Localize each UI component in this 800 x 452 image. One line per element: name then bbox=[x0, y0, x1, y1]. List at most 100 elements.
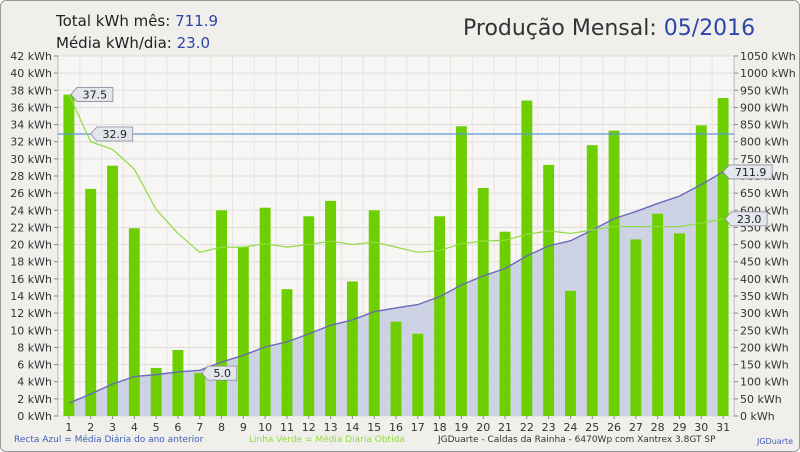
daily-bar bbox=[216, 210, 227, 416]
x-tick-label: 7 bbox=[196, 421, 203, 434]
daily-bar bbox=[717, 98, 729, 416]
right-tick-label: 800 kWh bbox=[740, 136, 789, 149]
x-tick-label: 3 bbox=[109, 421, 116, 434]
total-kwh-readout: Total kWh mês: 711.9 bbox=[56, 12, 218, 30]
left-tick-label: 10 kWh bbox=[10, 324, 52, 337]
daily-bar bbox=[346, 281, 358, 416]
x-tick-label: 16 bbox=[389, 421, 403, 434]
x-tick-label: 24 bbox=[563, 421, 577, 434]
daily-bar bbox=[565, 290, 576, 416]
x-tick-label: 10 bbox=[258, 421, 272, 434]
daily-bar bbox=[150, 368, 162, 416]
left-tick-label: 36 kWh bbox=[10, 101, 52, 114]
left-tick-label: 4 kWh bbox=[17, 376, 52, 389]
cumulative-area bbox=[68, 171, 724, 416]
left-tick-label: 8 kWh bbox=[17, 341, 52, 354]
svg-text:711.9: 711.9 bbox=[735, 166, 767, 179]
avg-kwh-value: 23.0 bbox=[176, 34, 211, 52]
right-tick-label: 900 kWh bbox=[740, 101, 789, 114]
x-tick-label: 4 bbox=[131, 421, 138, 434]
daily-bar bbox=[368, 210, 380, 416]
chart-title-period: 05/2016 bbox=[663, 16, 756, 41]
x-tick-label: 25 bbox=[585, 421, 599, 434]
x-tick-label: 14 bbox=[345, 421, 359, 434]
x-tick-label: 15 bbox=[367, 421, 381, 434]
svg-text:37.5: 37.5 bbox=[83, 89, 108, 102]
right-tick-label: 1000 kWh bbox=[740, 67, 796, 80]
average-end-label: 23.0 bbox=[724, 211, 768, 227]
daily-bar bbox=[172, 350, 184, 416]
right-tick-label: 500 kWh bbox=[740, 239, 789, 252]
daily-bar bbox=[107, 165, 118, 416]
x-tick-label: 27 bbox=[629, 421, 643, 434]
x-tick-label: 2 bbox=[87, 421, 94, 434]
right-tick-label: 850 kWh bbox=[740, 119, 789, 132]
x-tick-label: 31 bbox=[716, 421, 730, 434]
daily-bar bbox=[630, 239, 642, 416]
x-tick-label: 22 bbox=[520, 421, 534, 434]
left-tick-label: 6 kWh bbox=[17, 359, 52, 372]
daily-bar bbox=[128, 228, 140, 416]
left-tick-label: 18 kWh bbox=[10, 256, 52, 269]
right-tick-label: 350 kWh bbox=[740, 290, 789, 303]
x-tick-label: 18 bbox=[433, 421, 447, 434]
blue-line-legend: Recta Azul = Média Diária do ano anterio… bbox=[14, 435, 204, 445]
green-line-legend: Linha Verde = Média Diária Obtida bbox=[249, 435, 405, 445]
daily-bar bbox=[674, 233, 685, 416]
left-tick-label: 20 kWh bbox=[10, 239, 52, 252]
cumulative-line bbox=[68, 171, 724, 404]
x-tick-label: 23 bbox=[542, 421, 556, 434]
x-tick-label: 28 bbox=[651, 421, 665, 434]
chart-title: Produção Mensal: 05/2016 bbox=[463, 16, 755, 41]
x-tick-label: 11 bbox=[280, 421, 294, 434]
x-tick-label: 30 bbox=[694, 421, 708, 434]
right-tick-label: 0 kWh bbox=[740, 410, 775, 423]
daily-bar bbox=[477, 188, 489, 416]
daily-bar bbox=[455, 126, 467, 417]
left-tick-label: 28 kWh bbox=[10, 170, 52, 183]
x-tick-label: 20 bbox=[476, 421, 490, 434]
left-tick-label: 38 kWh bbox=[10, 84, 52, 97]
daily-bar bbox=[695, 125, 707, 416]
x-tick-label: 26 bbox=[607, 421, 621, 434]
x-tick-label: 13 bbox=[324, 421, 338, 434]
average-line bbox=[68, 94, 724, 253]
left-tick-label: 26 kWh bbox=[10, 187, 52, 200]
daily-bar bbox=[63, 94, 75, 417]
x-tick-label: 19 bbox=[454, 421, 468, 434]
x-tick-label: 29 bbox=[672, 421, 686, 434]
right-tick-label: 200 kWh bbox=[740, 341, 789, 354]
right-tick-label: 650 kWh bbox=[740, 187, 789, 200]
right-tick-label: 450 kWh bbox=[740, 256, 789, 269]
x-tick-label: 17 bbox=[411, 421, 425, 434]
left-tick-label: 14 kWh bbox=[10, 290, 52, 303]
left-tick-label: 16 kWh bbox=[10, 273, 52, 286]
daily-bar bbox=[325, 200, 337, 416]
daily-bar bbox=[194, 373, 206, 416]
right-tick-label: 1050 kWh bbox=[740, 50, 796, 63]
daily-bar bbox=[85, 188, 97, 416]
daily-bar bbox=[608, 130, 620, 417]
daily-bar bbox=[259, 207, 271, 416]
total-kwh-label: Total kWh mês: bbox=[56, 12, 171, 30]
right-tick-label: 50 kWh bbox=[740, 393, 782, 406]
daily-bar bbox=[543, 164, 555, 416]
daily-bar bbox=[412, 333, 424, 416]
daily-bar bbox=[521, 100, 533, 417]
right-tick-label: 750 kWh bbox=[740, 153, 789, 166]
daily-bar bbox=[586, 145, 598, 416]
left-tick-label: 24 kWh bbox=[10, 204, 52, 217]
x-tick-label: 5 bbox=[153, 421, 160, 434]
left-tick-label: 42 kWh bbox=[10, 50, 52, 63]
daily-bar bbox=[434, 216, 446, 416]
min-bar-label: 5.0 bbox=[201, 365, 238, 381]
right-tick-label: 150 kWh bbox=[740, 359, 789, 372]
first-bar-label: 37.5 bbox=[70, 87, 114, 102]
daily-bar bbox=[390, 321, 402, 416]
right-tick-label: 950 kWh bbox=[740, 84, 789, 97]
left-tick-label: 22 kWh bbox=[10, 221, 52, 234]
cumulative-end-label: 711.9 bbox=[722, 164, 773, 180]
left-tick-label: 2 kWh bbox=[17, 393, 52, 406]
